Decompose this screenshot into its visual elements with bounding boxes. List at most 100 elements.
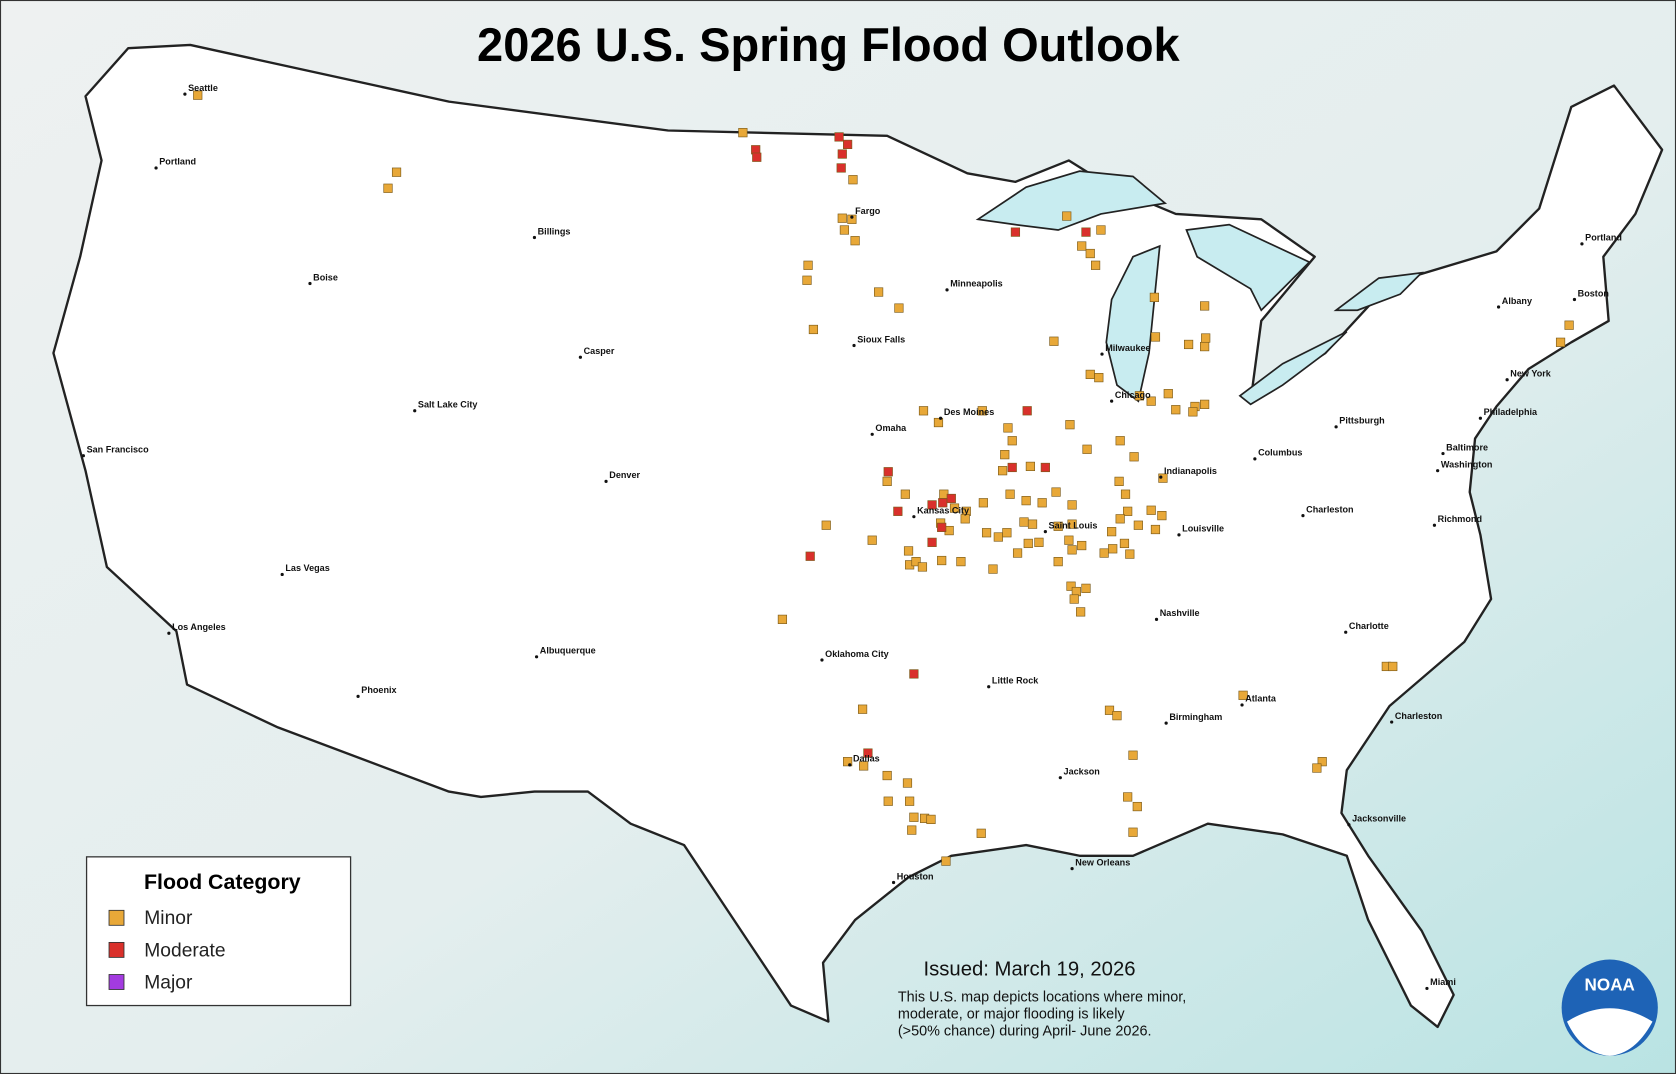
city-label: Billings bbox=[538, 226, 571, 236]
city-label: Albany bbox=[1502, 296, 1532, 306]
flood-marker bbox=[808, 324, 819, 335]
description-line: (>50% chance) during April- June 2026. bbox=[898, 1023, 1152, 1039]
flood-marker bbox=[1388, 661, 1398, 672]
flood-marker bbox=[821, 520, 831, 530]
city-label: Boston bbox=[1578, 288, 1609, 298]
flood-marker bbox=[1564, 320, 1574, 330]
city-label: Phoenix bbox=[361, 685, 396, 695]
city-dot bbox=[1043, 530, 1047, 534]
legend-title: Flood Category bbox=[144, 870, 301, 894]
city-label: Boise bbox=[313, 272, 338, 282]
flood-marker bbox=[1005, 489, 1015, 499]
flood-marker bbox=[1555, 337, 1566, 347]
lake-michigan bbox=[1105, 244, 1161, 403]
city-label: Denver bbox=[609, 470, 640, 480]
flood-marker bbox=[1115, 514, 1125, 524]
flood-marker bbox=[738, 128, 748, 138]
flood-marker bbox=[839, 225, 850, 235]
city-label: Charlotte bbox=[1349, 621, 1389, 631]
legend-label: Major bbox=[144, 972, 193, 993]
city-dot bbox=[1390, 720, 1394, 724]
flood-marker bbox=[894, 303, 904, 313]
flood-marker bbox=[850, 236, 860, 246]
flood-marker bbox=[1010, 227, 1021, 237]
flood-marker bbox=[863, 748, 873, 758]
city-label: Seattle bbox=[188, 83, 218, 93]
flood-marker bbox=[1040, 462, 1050, 473]
city-dot bbox=[1425, 986, 1429, 991]
city-dot bbox=[1159, 475, 1163, 479]
flood-marker bbox=[907, 825, 917, 835]
flood-marker bbox=[1003, 423, 1013, 433]
flood-marker bbox=[752, 152, 762, 162]
city-dot bbox=[1058, 776, 1062, 780]
flood-marker bbox=[391, 167, 402, 177]
legend-label: Minor bbox=[144, 908, 193, 929]
flood-marker bbox=[1066, 581, 1076, 591]
flood-marker bbox=[1108, 544, 1118, 554]
city-dot bbox=[1240, 703, 1244, 707]
flood-marker bbox=[1081, 583, 1091, 593]
flood-marker bbox=[1065, 420, 1075, 430]
description: This U.S. map depicts locations where mi… bbox=[898, 989, 1186, 1039]
flood-marker bbox=[1171, 405, 1181, 415]
flood-marker bbox=[1114, 476, 1124, 486]
city-label: Pittsburgh bbox=[1339, 416, 1384, 426]
city-label: Albuquerque bbox=[540, 646, 596, 656]
flood-markers bbox=[193, 90, 1574, 866]
city-label: Oklahoma City bbox=[825, 649, 889, 659]
flood-marker bbox=[1077, 540, 1087, 551]
flood-marker bbox=[909, 812, 919, 822]
flood-marker bbox=[1019, 517, 1029, 527]
city-label: Kansas City bbox=[917, 505, 969, 515]
flood-marker bbox=[1129, 452, 1139, 462]
flood-marker bbox=[1049, 336, 1059, 346]
flood-marker bbox=[867, 535, 877, 545]
flood-marker bbox=[1064, 535, 1074, 545]
flood-marker bbox=[1317, 757, 1327, 767]
flood-marker bbox=[933, 417, 944, 428]
city-dot bbox=[1478, 416, 1482, 420]
city-dot bbox=[1164, 721, 1168, 725]
flood-marker bbox=[1146, 505, 1156, 515]
noaa-logo: NOAA bbox=[1561, 959, 1658, 1056]
flood-marker bbox=[976, 828, 986, 838]
city-label: Portland bbox=[1585, 233, 1622, 243]
flood-marker bbox=[859, 761, 869, 771]
legend-swatch bbox=[108, 941, 125, 958]
flood-marker bbox=[893, 506, 903, 516]
flood-marker bbox=[902, 778, 913, 788]
city-label: Las Vegas bbox=[285, 563, 329, 573]
flood-marker bbox=[874, 287, 884, 297]
flood-marker bbox=[1094, 373, 1104, 383]
flood-marker bbox=[917, 562, 928, 572]
city-dot bbox=[308, 281, 312, 286]
city-dot bbox=[987, 685, 991, 689]
flood-marker bbox=[1023, 538, 1033, 549]
flood-marker bbox=[857, 704, 868, 714]
lake-superior bbox=[975, 170, 1168, 231]
flood-marker bbox=[1077, 241, 1087, 251]
flood-marker bbox=[777, 614, 788, 624]
flood-marker bbox=[1067, 545, 1077, 555]
city-dot bbox=[1496, 305, 1501, 309]
flood-marker bbox=[981, 528, 992, 538]
flood-marker bbox=[1134, 391, 1145, 401]
flood-marker bbox=[1133, 520, 1143, 530]
city-dot bbox=[891, 880, 896, 885]
city-label: New York bbox=[1510, 369, 1551, 379]
flood-marker bbox=[926, 814, 936, 825]
flood-marker bbox=[956, 557, 966, 567]
city-dot bbox=[1572, 297, 1577, 302]
flood-marker bbox=[1163, 389, 1173, 399]
issued-date: Issued: March 19, 2026 bbox=[924, 959, 1136, 981]
flood-marker bbox=[1158, 473, 1168, 483]
flood-marker bbox=[937, 555, 947, 566]
city-label: Chicago bbox=[1115, 390, 1151, 400]
city-label: Birmingham bbox=[1169, 712, 1222, 722]
flood-marker bbox=[1146, 396, 1156, 406]
city-label: Omaha bbox=[875, 423, 907, 433]
flood-marker bbox=[848, 175, 858, 185]
